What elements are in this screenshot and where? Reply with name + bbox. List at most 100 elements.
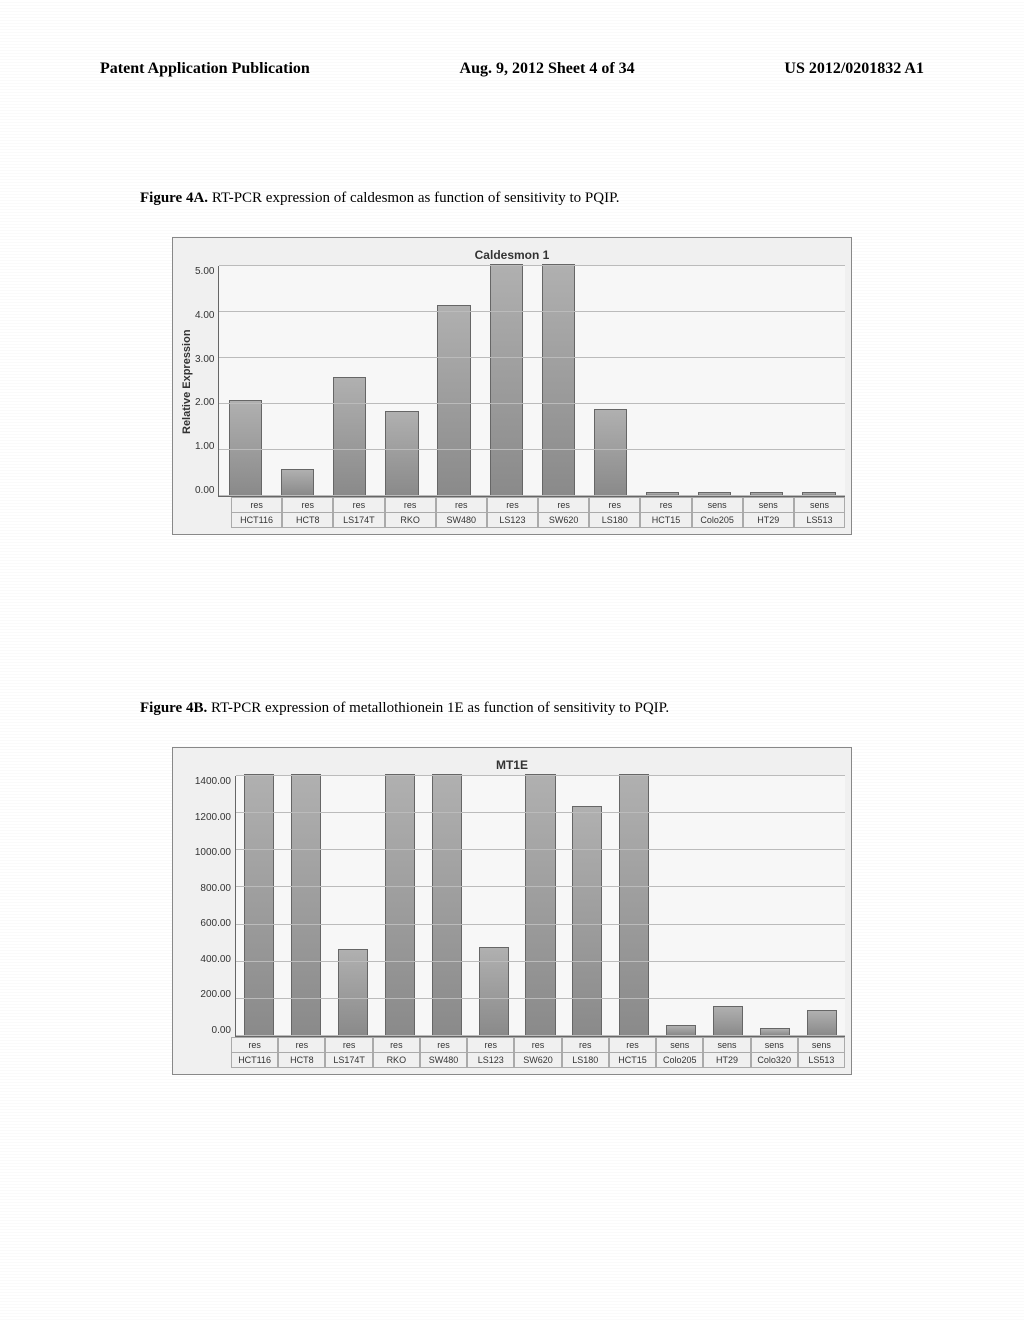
xtick-bottom: LS513 [798, 1052, 845, 1068]
chart-4a-container: Caldesmon 1 Relative Expression 5.004.00… [172, 237, 852, 535]
xtick-top: res [282, 497, 333, 512]
bar [432, 774, 462, 1036]
xtick-top: res [609, 1037, 656, 1052]
gridline [236, 998, 845, 999]
xtick-bottom: Colo205 [692, 512, 743, 528]
header-left: Patent Application Publication [100, 60, 310, 78]
xtick-bottom: LS180 [562, 1052, 609, 1068]
bar [281, 469, 314, 496]
ytick-label: 3.00 [195, 354, 214, 365]
figure-4a-text: RT-PCR expression of caldesmon as functi… [212, 190, 620, 206]
chart-4a-plot-row: Relative Expression 5.004.003.002.001.00… [179, 266, 845, 497]
ytick-label: 0.00 [179, 1025, 231, 1036]
bar [713, 1006, 743, 1036]
xtick-top: sens [692, 497, 743, 512]
bar-slot [324, 266, 376, 496]
bar-slot [741, 266, 793, 496]
xtick-top: sens [798, 1037, 845, 1052]
bar-slot [793, 266, 845, 496]
bar [437, 305, 470, 496]
chart-4a-xrow1: resresresresresresresresressenssenssens [231, 497, 845, 512]
xtick-top: res [562, 1037, 609, 1052]
gridline [219, 311, 845, 312]
gridline [236, 849, 845, 850]
header-center: Aug. 9, 2012 Sheet 4 of 34 [460, 60, 635, 78]
bar [244, 774, 274, 1036]
xtick-bottom: HCT116 [231, 1052, 278, 1068]
xtick-bottom: HCT116 [231, 512, 282, 528]
xtick-bottom: SW480 [420, 1052, 467, 1068]
xtick-bottom: LS513 [794, 512, 845, 528]
bar [594, 409, 627, 496]
xtick-bottom: HCT15 [640, 512, 691, 528]
xtick-top: res [325, 1037, 372, 1052]
ytick-label: 2.00 [195, 397, 214, 408]
gridline [219, 449, 845, 450]
xtick-top: res [538, 497, 589, 512]
bar-slot [636, 266, 688, 496]
chart-4a-title: Caldesmon 1 [179, 244, 845, 266]
xtick-top: res [420, 1037, 467, 1052]
xtick-top: res [514, 1037, 561, 1052]
xtick-bottom: Colo320 [751, 1052, 798, 1068]
gridline [219, 265, 845, 266]
xtick-top: sens [743, 497, 794, 512]
xtick-bottom: HCT8 [282, 512, 333, 528]
bar [619, 774, 649, 1036]
figure-4a-caption: Figure 4A. RT-PCR expression of caldesmo… [140, 190, 884, 207]
chart-4b-plot-area [235, 776, 845, 1037]
gridline [236, 886, 845, 887]
bar-slot [428, 266, 480, 496]
page-header: Patent Application Publication Aug. 9, 2… [100, 60, 924, 78]
gridline [219, 403, 845, 404]
ytick-label: 1200.00 [179, 812, 231, 823]
xtick-bottom: SW620 [538, 512, 589, 528]
chart-4a-plot-area [218, 266, 845, 497]
xtick-top: res [487, 497, 538, 512]
bar-slot [272, 266, 324, 496]
figure-4b: Figure 4B. RT-PCR expression of metallot… [140, 700, 884, 1075]
figure-4b-caption: Figure 4B. RT-PCR expression of metallot… [140, 700, 884, 717]
xtick-bottom: LS123 [467, 1052, 514, 1068]
ytick-label: 1000.00 [179, 847, 231, 858]
bar [807, 1010, 837, 1036]
xtick-top: sens [751, 1037, 798, 1052]
gridline [236, 775, 845, 776]
figure-4a: Figure 4A. RT-PCR expression of caldesmo… [140, 190, 884, 535]
xtick-top: res [278, 1037, 325, 1052]
xtick-bottom: SW480 [436, 512, 487, 528]
ytick-label: 800.00 [179, 883, 231, 894]
xtick-bottom: LS174T [325, 1052, 372, 1068]
bar [229, 400, 262, 496]
xtick-bottom: RKO [385, 512, 436, 528]
bar [490, 264, 523, 496]
ytick-label: 1400.00 [179, 776, 231, 787]
xtick-bottom: LS123 [487, 512, 538, 528]
xtick-top: res [231, 1037, 278, 1052]
xtick-top: res [436, 497, 487, 512]
ytick-label: 5.00 [195, 266, 214, 277]
chart-4b-yticks: 1400.001200.001000.00800.00600.00400.002… [179, 776, 235, 1036]
xtick-top: res [373, 1037, 420, 1052]
gridline [236, 1035, 845, 1036]
xtick-top: sens [703, 1037, 750, 1052]
xtick-top: res [589, 497, 640, 512]
xtick-bottom: HT29 [743, 512, 794, 528]
bar [525, 774, 555, 1036]
xtick-top: res [333, 497, 384, 512]
chart-4b-plot-row: 1400.001200.001000.00800.00600.00400.002… [179, 776, 845, 1037]
gridline [236, 812, 845, 813]
ytick-label: 400.00 [179, 954, 231, 965]
chart-4a-ylabel: Relative Expression [179, 266, 195, 497]
gridline [219, 495, 845, 496]
chart-4b-title: MT1E [179, 754, 845, 776]
bar [333, 377, 366, 496]
xtick-bottom: LS174T [333, 512, 384, 528]
xtick-bottom: HCT8 [278, 1052, 325, 1068]
bar-slot [584, 266, 636, 496]
xtick-top: res [467, 1037, 514, 1052]
xtick-top: sens [794, 497, 845, 512]
xtick-top: res [640, 497, 691, 512]
page: Patent Application Publication Aug. 9, 2… [0, 0, 1024, 1320]
xtick-bottom: LS180 [589, 512, 640, 528]
